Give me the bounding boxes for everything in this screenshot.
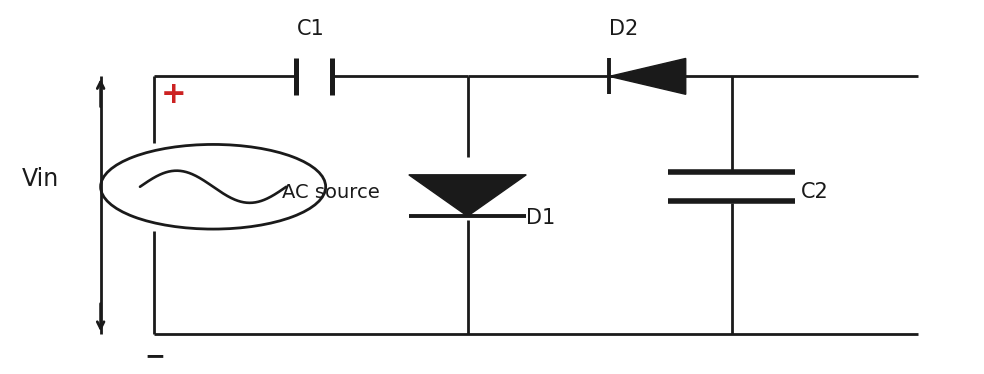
Polygon shape	[408, 175, 526, 216]
Text: C2: C2	[801, 182, 829, 202]
Text: AC source: AC source	[281, 183, 380, 202]
Text: −: −	[144, 344, 165, 368]
Text: Vin: Vin	[22, 168, 59, 191]
Polygon shape	[609, 58, 686, 94]
Text: D1: D1	[526, 208, 556, 228]
Text: C1: C1	[297, 19, 325, 39]
Text: +: +	[161, 80, 187, 109]
Text: D2: D2	[609, 19, 639, 39]
